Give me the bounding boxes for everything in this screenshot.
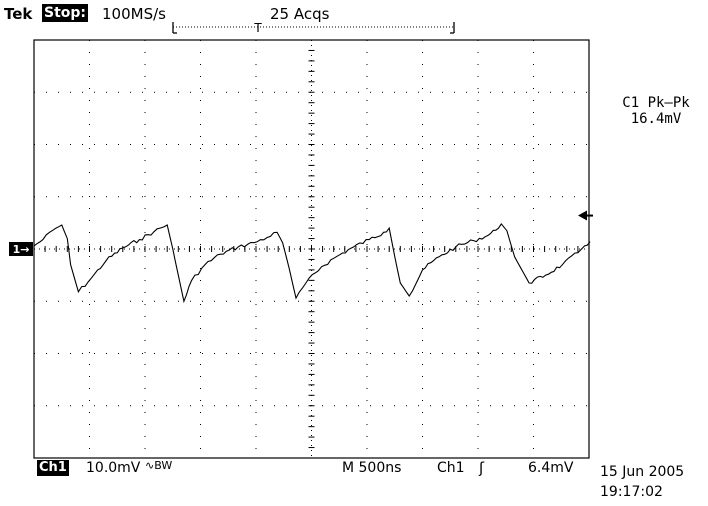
trigger-source-readout: Ch1	[437, 460, 465, 476]
time-readout: 19:17:02	[600, 484, 663, 500]
measurement-value: 16.4mV	[630, 111, 682, 127]
channel-badge: Ch1	[37, 460, 69, 476]
date-readout: 15 Jun 2005	[600, 464, 685, 480]
bandwidth-limit-icon: ∿BW	[145, 459, 173, 472]
trigger-slope-icon: ʃ	[479, 459, 485, 477]
trigger-level-arrow-icon	[578, 210, 587, 221]
channel-ground-marker: 1→	[13, 243, 30, 256]
trigger-level-readout: 6.4mV	[528, 460, 574, 476]
channel1-trace	[33, 222, 591, 304]
timebase-readout: M 500ns	[342, 460, 402, 476]
trigger-position-marker: T	[253, 21, 262, 35]
sample-rate-readout: 100MS/s	[102, 5, 166, 23]
run-state-badge: Stop:	[42, 4, 89, 22]
acquisitions-readout: 25 Acqs	[270, 5, 330, 23]
measurement-name: C1 Pk–Pk	[622, 95, 690, 111]
volts-per-div-readout: 10.0mV	[86, 460, 141, 476]
channel-marker-background	[9, 242, 33, 256]
brand-label: Tek	[4, 5, 33, 23]
